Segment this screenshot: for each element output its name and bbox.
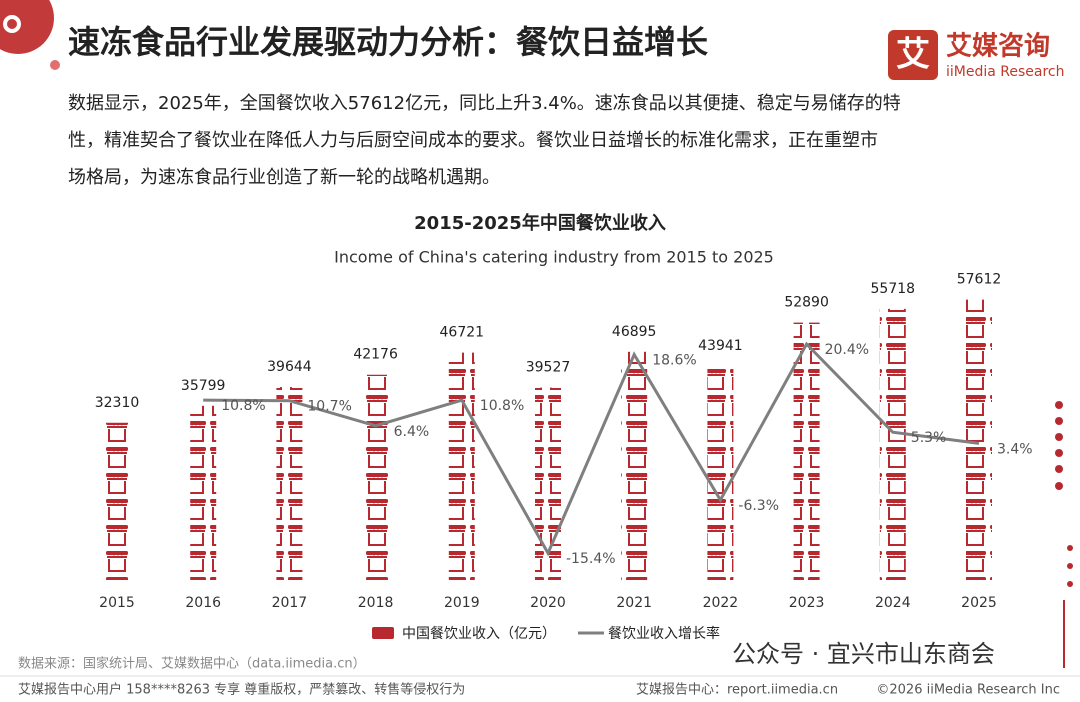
bar-value-label: 39644 (267, 359, 312, 375)
watermark: 公众号 · 宜兴市山东商会 (732, 640, 995, 668)
bar (104, 422, 130, 580)
x-tick-label: 2016 (185, 595, 221, 611)
bar-value-label: 43941 (698, 338, 743, 354)
bar (879, 308, 906, 580)
x-tick-label: 2024 (875, 595, 911, 611)
bar-value-label: 42176 (353, 347, 398, 363)
growth-line (203, 341, 980, 557)
logo-sub: iiMedia Research (946, 64, 1065, 80)
footer-mid: 艾媒报告中心：report.iimedia.cn (636, 683, 838, 698)
x-tick-label: 2017 (272, 595, 308, 611)
legend-swatch (372, 627, 394, 639)
line-value-label: 10.7% (307, 399, 351, 415)
bar-value-label: 35799 (181, 378, 226, 394)
line-value-label: 10.8% (480, 398, 524, 414)
bar-value-label: 46721 (440, 325, 485, 341)
line-value-label: 20.4% (825, 342, 869, 358)
x-tick-label: 2015 (99, 595, 135, 611)
legend-label: 餐饮业收入增长率 (608, 625, 720, 642)
logo-name: 艾媒咨询 (946, 31, 1050, 62)
source: 数据来源：国家统计局、艾媒数据中心（data.iimedia.cn） (18, 656, 366, 672)
chart-subtitle: Income of China's catering industry from… (334, 248, 774, 267)
line-value-label: 18.6% (652, 353, 696, 369)
bar-value-label: 57612 (957, 272, 1002, 288)
x-tick-label: 2020 (530, 595, 566, 611)
footer-left: 艾媒报告中心用户 158****8263 专享 尊重版权，严禁篡改、转售等侵权行… (18, 682, 465, 698)
logo-mark: 艾 (896, 35, 930, 75)
bar (362, 374, 389, 580)
page-title: 速冻食品行业发展驱动力分析：餐饮日益增长 (68, 23, 708, 61)
line-value-label: -6.3% (738, 498, 779, 514)
logo: 艾 艾媒咨询 iiMedia Research (888, 30, 1065, 80)
bar-value-label: 52890 (784, 295, 829, 311)
paragraph-line: 性，精准契合了餐饮业在降低人力与后厨空间成本的要求。餐饮业日益增长的标准化需求，… (68, 130, 878, 151)
side-dots (1055, 401, 1073, 668)
x-tick-label: 2023 (789, 595, 825, 611)
x-tick-label: 2022 (703, 595, 739, 611)
line-value-label: 10.8% (221, 398, 265, 414)
bar (448, 352, 475, 580)
paragraph-line: 数据显示，2025年，全国餐饮收入57612亿元，同比上升3.4%。速冻食品以其… (68, 93, 901, 114)
x-tick-label: 2018 (358, 595, 394, 611)
bar-value-label: 46895 (612, 324, 657, 340)
footer-right: ©2026 iiMedia Research Inc (876, 683, 1060, 698)
bar (707, 366, 734, 580)
bar (793, 322, 820, 580)
chart-title: 2015-2025年中国餐饮业收入 (414, 212, 666, 234)
bar (276, 387, 303, 580)
paragraph: 数据显示，2025年，全国餐饮收入57612亿元，同比上升3.4%。速冻食品以其… (68, 93, 901, 188)
bar (535, 387, 561, 580)
corner-badge (0, 0, 60, 70)
line-value-label: 5.3% (911, 430, 947, 446)
line-value-label: 6.4% (394, 424, 430, 440)
legend-label: 中国餐饮业收入（亿元） (402, 626, 556, 642)
bar-value-label: 32310 (95, 395, 140, 411)
x-tick-label: 2025 (961, 595, 997, 611)
bar-value-label: 55718 (871, 281, 916, 297)
x-tick-label: 2021 (616, 595, 652, 611)
bar (190, 405, 217, 580)
paragraph-line: 场格局，为速冻食品行业创造了新一轮的战略机遇期。 (68, 167, 500, 188)
chart: 2015 2016 2017 2018 2019 2020 2021 2022 2023 2024… (95, 272, 1033, 642)
line-value-label: -15.4% (566, 551, 616, 567)
bar (621, 351, 648, 580)
line-value-label: 3.4% (997, 441, 1033, 457)
bar-value-label: 39527 (526, 360, 571, 376)
x-tick-label: 2019 (444, 595, 480, 611)
bar (966, 299, 992, 580)
